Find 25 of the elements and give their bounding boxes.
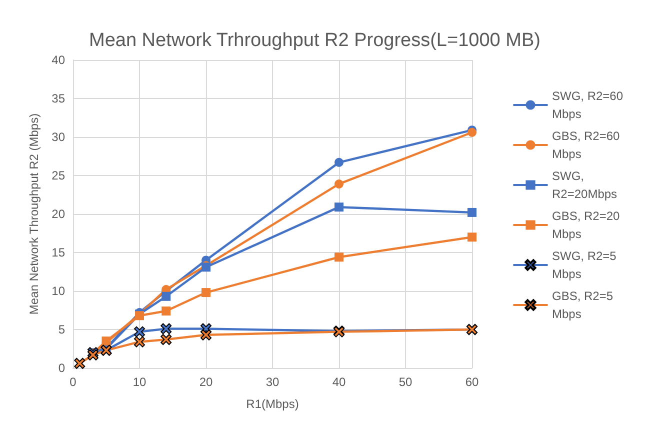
x-tick-label: 30 xyxy=(266,375,280,389)
y-tick-label: 0 xyxy=(58,361,66,375)
legend-label: SWG, R2=60 Mbps xyxy=(552,89,626,121)
x-tick-label: 50 xyxy=(398,375,412,389)
y-tick-label: 40 xyxy=(52,53,66,67)
x-tick-label: 60 xyxy=(465,375,479,389)
y-tick-label: 30 xyxy=(52,130,66,144)
chart-title: Mean Network Trhroughput R2 Progress(L=1000 MB) xyxy=(89,30,540,51)
legend-label: SWG, R2=20Mbps xyxy=(552,169,618,201)
legend-label: GBS, R2=5 Mbps xyxy=(552,289,616,321)
y-tick-label: 25 xyxy=(52,168,66,182)
x-tick-label: 10 xyxy=(132,375,146,389)
x-tick-label: 40 xyxy=(332,375,346,389)
legend-label: SWG, R2=5 Mbps xyxy=(552,249,620,281)
y-tick-label: 15 xyxy=(52,246,66,260)
y-tick-label: 5 xyxy=(58,322,66,336)
y-tick-label: 10 xyxy=(52,284,66,298)
y-axis-title: Mean Network Throughput R2 (Mbps) xyxy=(27,113,41,315)
legend-label: GBS, R2=60 Mbps xyxy=(552,129,624,161)
y-tick-label: 20 xyxy=(52,207,66,221)
x-tick-label: 0 xyxy=(70,375,77,389)
x-axis-title: R1(Mbps) xyxy=(246,397,299,411)
y-tick-label: 35 xyxy=(52,92,66,106)
legend-label: GBS, R2=20 Mbps xyxy=(552,209,624,241)
x-tick-label: 20 xyxy=(199,375,213,389)
